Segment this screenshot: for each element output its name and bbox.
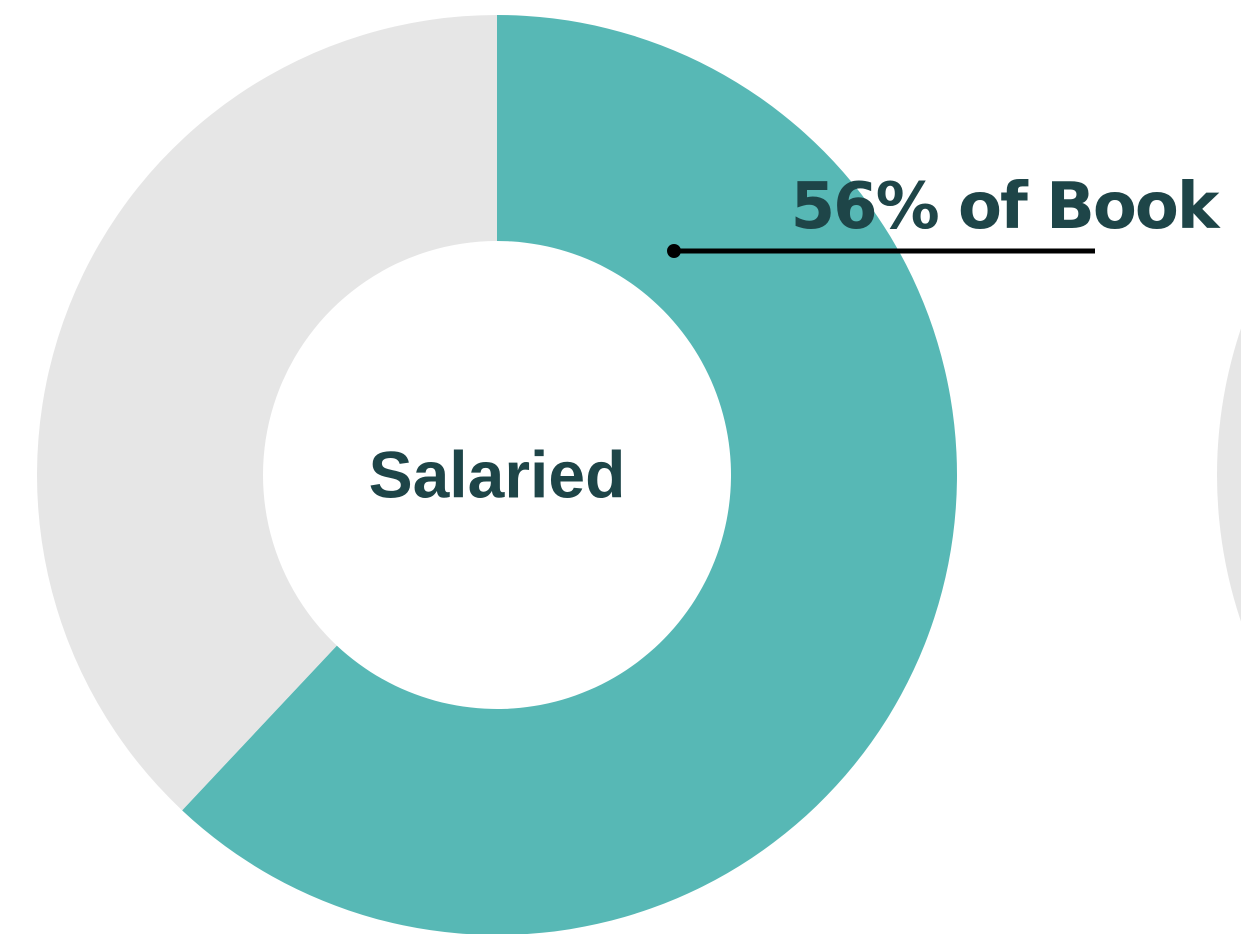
center-label: Salaried [369,437,626,511]
donut-slice [37,15,497,811]
leader-dot [667,244,681,258]
donut-slice [182,15,957,934]
next-chart-edge [1217,328,1241,622]
donut [37,15,957,934]
annotation: 56% of Book [791,170,1221,244]
